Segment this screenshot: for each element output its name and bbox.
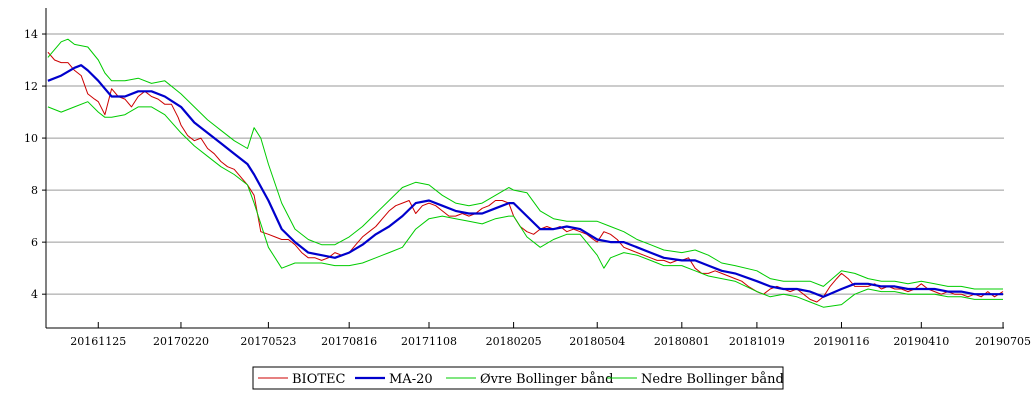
x-tick-label: 20170220	[153, 335, 209, 348]
x-tick-label: 20170816	[321, 335, 377, 348]
legend-label: BIOTEC	[292, 372, 346, 387]
legend-label: MA-20	[389, 372, 433, 387]
x-tick-label: 20190116	[813, 335, 869, 348]
x-tick-label: 20180801	[654, 335, 710, 348]
series-line-2	[47, 64, 1003, 298]
y-tick-label: 10	[24, 132, 38, 145]
series-layer	[47, 38, 1004, 308]
y-tick-label: 4	[31, 288, 38, 301]
y-tick-label: 8	[31, 184, 38, 197]
legend-box	[252, 366, 784, 390]
legend-label: Øvre Bollinger bånd	[480, 371, 613, 387]
x-tick-label: 20170523	[240, 335, 296, 348]
x-tick-label: 20180205	[486, 335, 542, 348]
series-line-3	[47, 38, 1003, 290]
grid-layer	[46, 33, 1004, 295]
series-line-4	[47, 101, 1003, 308]
legend: BIOTEC MA-20 Øvre Bollinger bånd Nedre Boll…	[252, 366, 784, 390]
y-tick-label: 14	[24, 28, 38, 41]
legend-label: Nedre Bollinger bånd	[641, 371, 784, 387]
x-tick-label: 20171108	[401, 335, 457, 348]
x-tick-label: 20190410	[893, 335, 949, 348]
y-tick-label: 6	[31, 236, 38, 249]
x-tick-label: 20161125	[70, 335, 126, 348]
y-tick-label: 12	[24, 80, 38, 93]
series-line-1	[47, 51, 1004, 303]
x-tick-label: 20181019	[729, 335, 785, 348]
x-tick-label: 20190705	[975, 335, 1031, 348]
axis-layer: 4 6 8 10 12 14 20161125 20170220 20170523 2017081…	[24, 8, 1031, 348]
x-tick-label: 20180504	[569, 335, 625, 348]
